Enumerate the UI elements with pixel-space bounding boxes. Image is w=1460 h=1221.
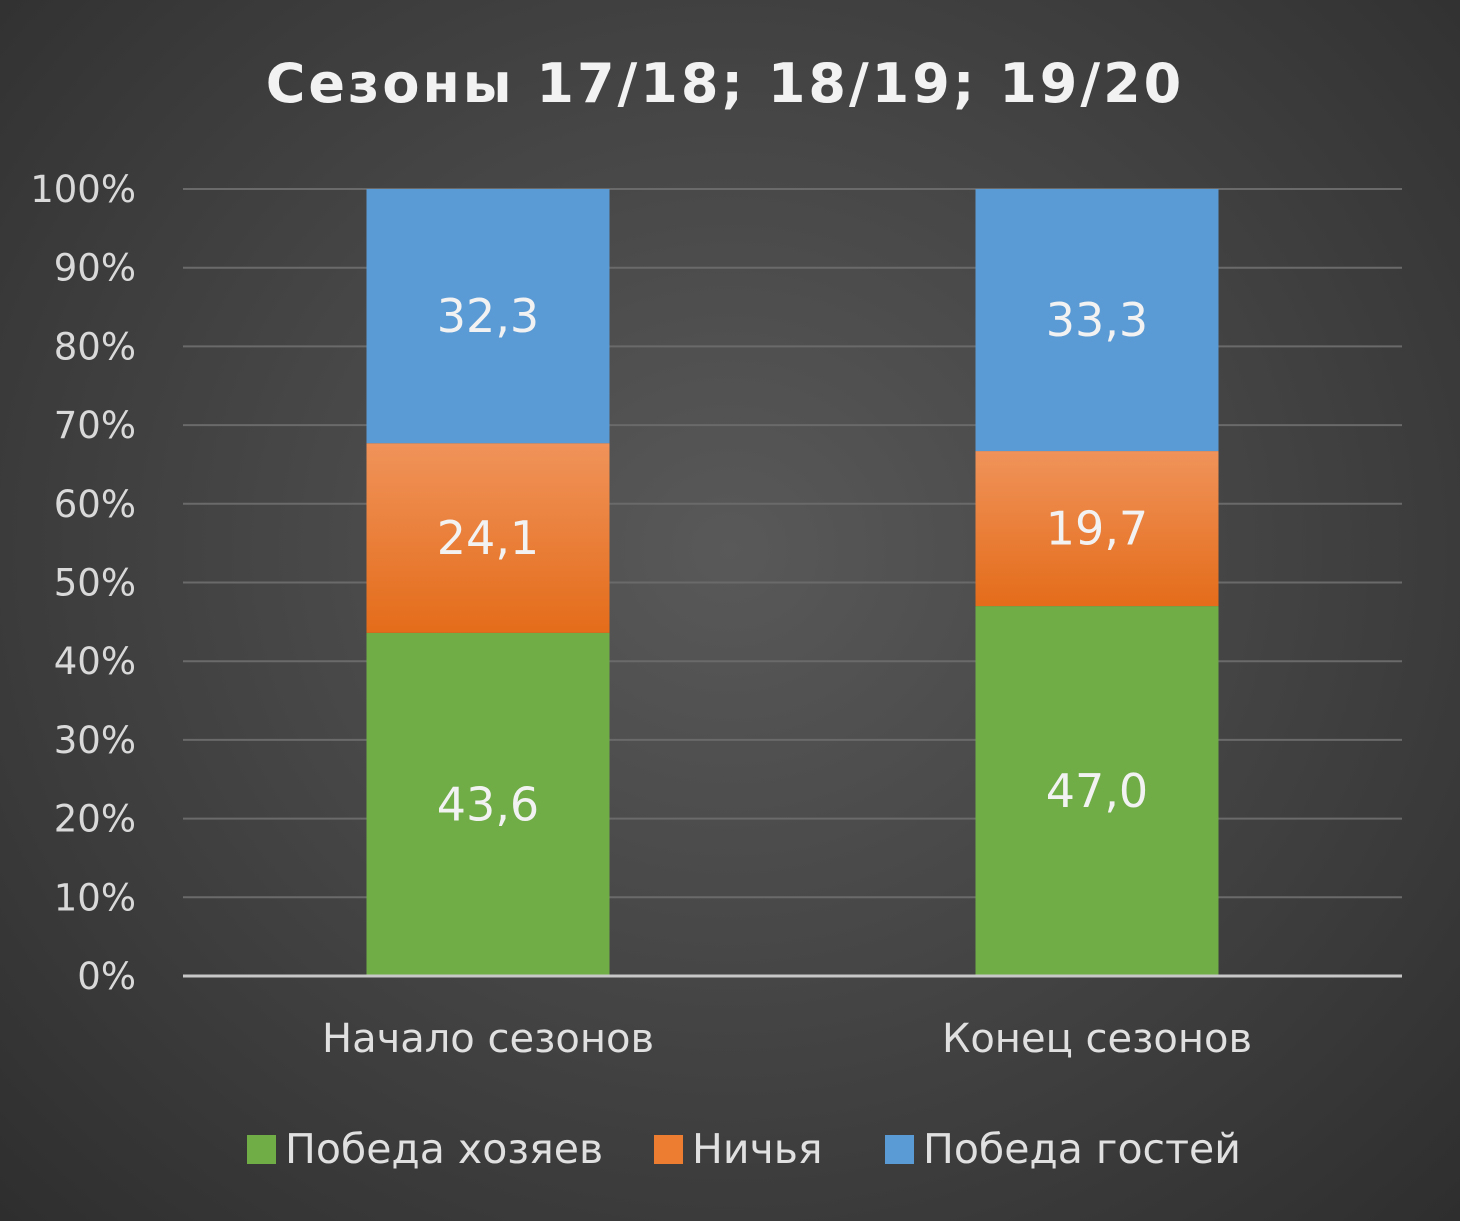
bar-segment xyxy=(975,606,1219,976)
data-label: 33,3 xyxy=(1046,293,1148,347)
y-axis-ticks: 0% 10% 20% 30% 40% 50% 60% 70% 80% 90% 100% xyxy=(30,168,136,998)
data-label: 47,0 xyxy=(1046,764,1148,818)
y-tick-label: 50% xyxy=(54,562,136,605)
bars: 43,6 24,1 32,3 47,0 19,7 33,3 xyxy=(183,189,1402,978)
y-tick-label: 20% xyxy=(54,798,136,841)
y-tick-label: 70% xyxy=(54,404,136,447)
y-tick-label: 90% xyxy=(54,247,136,290)
x-tick-label: Начало сезонов xyxy=(322,1016,654,1062)
legend-label: Победа хозяев xyxy=(285,1125,603,1173)
legend-swatch xyxy=(654,1135,683,1164)
bar-segment xyxy=(975,189,1219,452)
gridlines xyxy=(183,188,1402,899)
y-tick-label: 10% xyxy=(54,876,136,919)
x-tick-label: Конец сезонов xyxy=(942,1016,1252,1062)
y-tick-label: 0% xyxy=(77,955,136,998)
bar-segment xyxy=(366,443,610,633)
bar-segment xyxy=(975,451,1219,607)
data-label: 32,3 xyxy=(437,289,539,343)
chart-title: Сезоны 17/18; 18/19; 19/20 xyxy=(266,52,1185,115)
y-tick-label: 60% xyxy=(54,483,136,526)
legend: Победа хозяев Ничья Победа гостей xyxy=(247,1125,1241,1173)
y-tick-label: 80% xyxy=(54,325,136,368)
y-tick-label: 40% xyxy=(54,640,136,683)
y-tick-label: 30% xyxy=(54,719,136,762)
legend-swatch xyxy=(247,1135,276,1164)
legend-swatch xyxy=(885,1135,914,1164)
bar-segment xyxy=(366,189,610,444)
legend-label: Победа гостей xyxy=(923,1125,1241,1173)
x-axis-ticks: Начало сезонов Конец сезонов xyxy=(322,1016,1252,1062)
data-label: 24,1 xyxy=(437,511,539,565)
bar-segment xyxy=(366,632,610,976)
y-tick-label: 100% xyxy=(30,168,136,211)
legend-label: Ничья xyxy=(692,1125,823,1173)
data-label: 19,7 xyxy=(1046,502,1148,556)
data-label: 43,6 xyxy=(437,777,539,831)
